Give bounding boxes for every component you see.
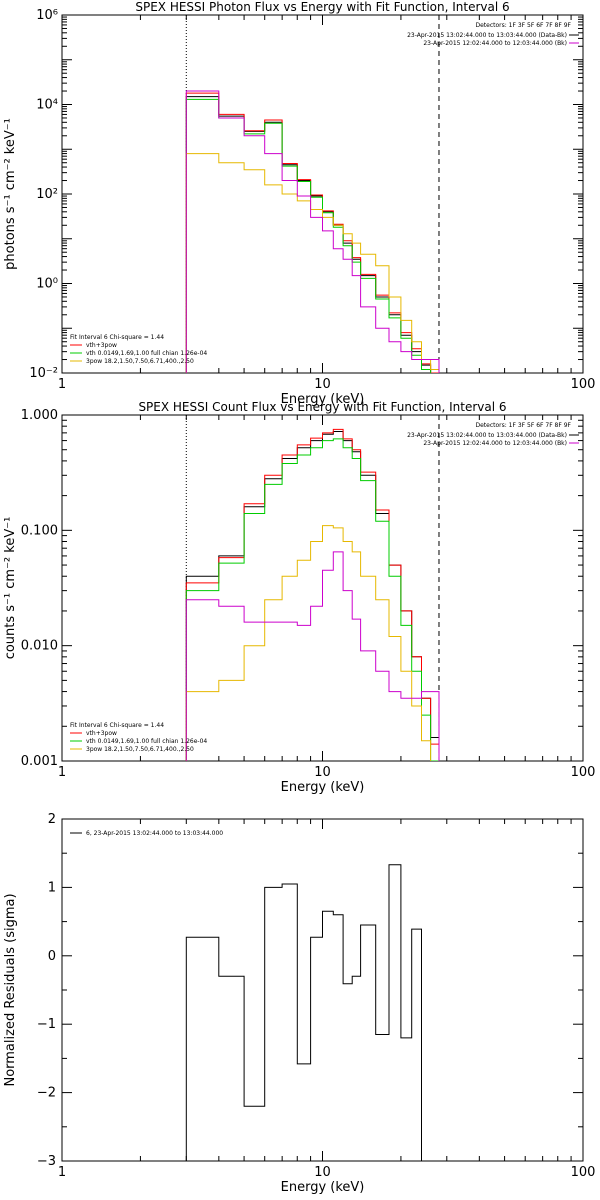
x-tick-label: 1 (58, 377, 66, 392)
residual-legend-label: 6, 23-Apr-2015 13:02:44.000 to 13:03:44.… (86, 830, 223, 837)
fit-legend-label: Fit Interval 6 Chi-square = 1.44 (70, 722, 164, 729)
y-axis-label: Normalized Residuals (sigma) (3, 893, 18, 1086)
fit-legend-label: vth 0.0149,1.69,1.00 full chian 1.26e-04 (86, 738, 207, 745)
x-tick-label: 100 (571, 765, 596, 780)
x-axis-label: Energy (keV) (281, 780, 365, 795)
x-tick-label: 1 (58, 1165, 66, 1180)
y-tick-label: 10² (36, 187, 58, 202)
y-tick-label: 1 (48, 880, 56, 895)
detectors-label: Detectors: 1F 3F 5F 6F 7F 8F 9F (475, 22, 571, 29)
fit-legend-label: 3pow 18.2,1.50,7.50,6.71,400.,2.50 (86, 358, 194, 365)
axis-frame (61, 14, 584, 374)
y-tick-label: 10⁴ (36, 98, 58, 113)
series-bk (185, 551, 440, 761)
fit-legend-label: Fit Interval 6 Chi-square = 1.44 (70, 334, 164, 341)
x-tick-label: 10 (314, 377, 331, 392)
y-tick-label: 0.010 (21, 639, 58, 654)
y-tick-label: 10⁶ (36, 8, 58, 23)
detectors-label: Detectors: 1F 3F 5F 6F 7F 8F 9F (475, 422, 571, 429)
x-axis-label: Energy (keV) (281, 1180, 365, 1195)
x-tick-label: 10 (314, 1165, 331, 1180)
y-axis-label: counts s⁻¹ cm⁻² keV⁻¹ (3, 517, 18, 660)
y-tick-label: 10⁰ (36, 277, 58, 292)
y-tick-label: −3 (37, 1154, 56, 1169)
x-tick-label: 1 (58, 765, 66, 780)
y-tick-label: 10⁻² (29, 366, 58, 381)
x-tick-label: 100 (571, 1165, 596, 1180)
fit-legend-label: vth+3pow (86, 730, 117, 737)
series-bk (185, 90, 440, 373)
data-legend-label: 23-Apr-2015 12:02:44.000 to 12:03:44.000… (423, 40, 567, 47)
series-3pow (185, 153, 440, 373)
y-tick-label: −2 (37, 1086, 56, 1101)
fit-legend-label: vth 0.0149,1.69,1.00 full chian 1.26e-04 (86, 350, 207, 357)
series-vth (185, 98, 432, 373)
fit-legend-label: 3pow 18.2,1.50,7.50,6.71,400.,2.50 (86, 746, 194, 753)
y-tick-label: 0 (48, 949, 56, 964)
series-3pow (185, 525, 432, 761)
y-axis-label: photons s⁻¹ cm⁻² keV⁻¹ (3, 118, 18, 270)
x-tick-label: 10 (314, 765, 331, 780)
axis-frame (61, 818, 584, 1162)
y-tick-label: 2 (48, 812, 56, 827)
chart-title: SPEX HESSI Photon Flux vs Energy with Fi… (135, 0, 509, 14)
x-axis-label: Energy (keV) (281, 392, 365, 407)
data-legend-label: 23-Apr-2015 13:02:44.000 to 13:03:44.000… (407, 432, 567, 439)
series-vth (185, 438, 440, 761)
x-tick-label: 100 (571, 377, 596, 392)
data-legend-label: 23-Apr-2015 13:02:44.000 to 13:03:44.000… (407, 32, 567, 39)
y-tick-label: 1.000 (21, 408, 58, 423)
y-tick-label: 0.001 (21, 754, 58, 769)
y-tick-label: −1 (37, 1017, 56, 1032)
fit-legend-label: vth+3pow (86, 342, 117, 349)
data-legend-label: 23-Apr-2015 12:02:44.000 to 12:03:44.000… (423, 440, 567, 447)
chart-title: SPEX HESSI Count Flux vs Energy with Fit… (138, 400, 506, 414)
y-tick-label: 0.100 (21, 523, 58, 538)
series-residuals (185, 864, 422, 1161)
